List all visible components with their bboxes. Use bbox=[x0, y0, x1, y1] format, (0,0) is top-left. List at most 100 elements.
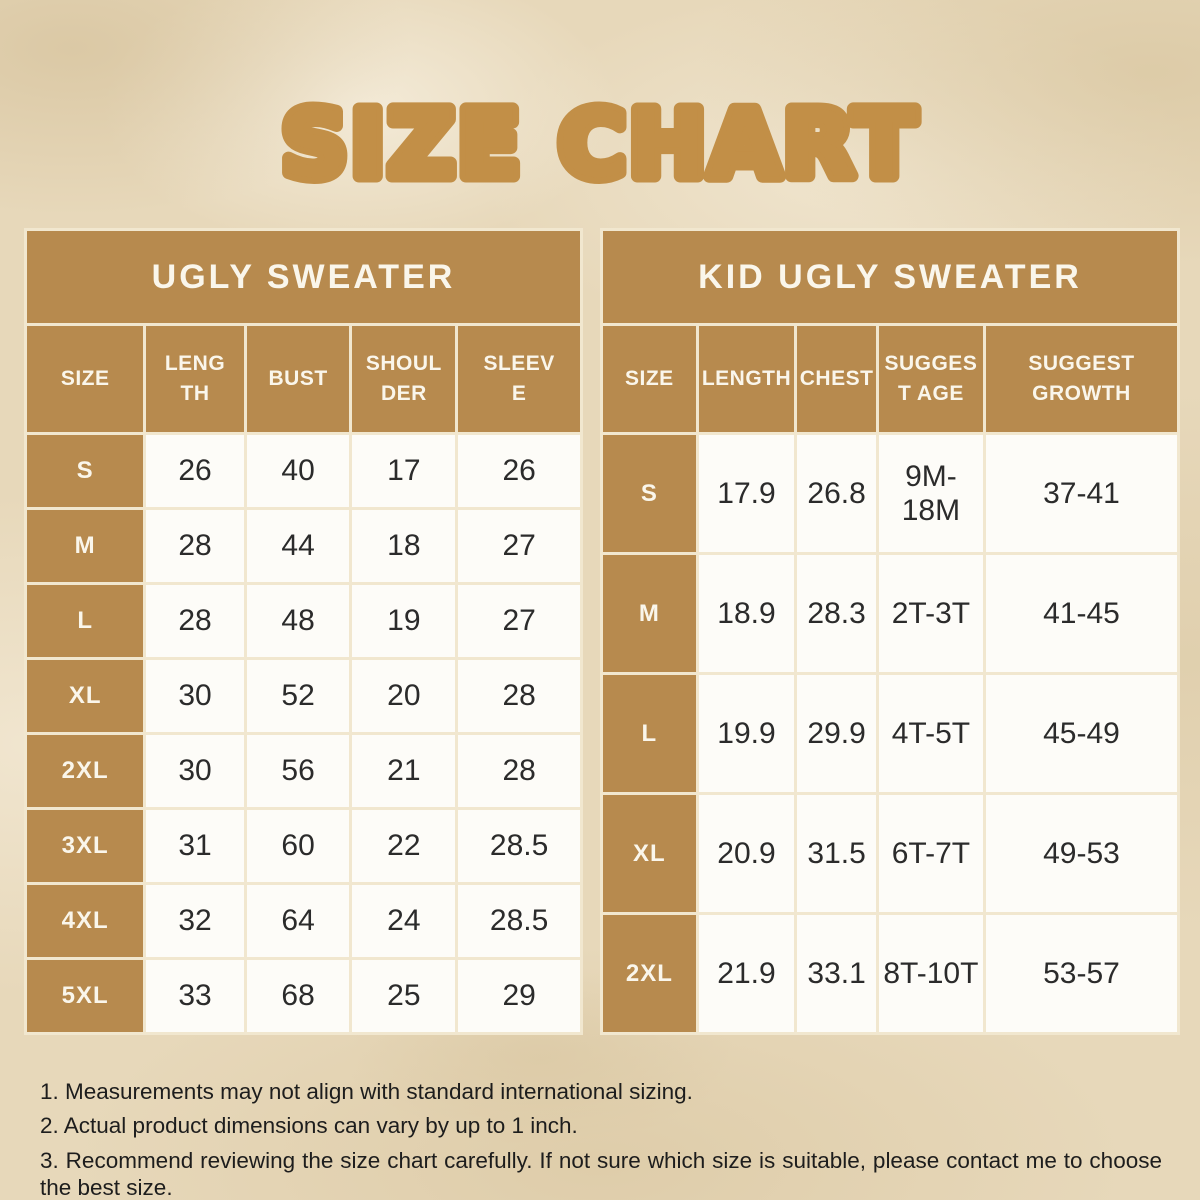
table-row: XL 30 52 20 28 bbox=[27, 660, 580, 732]
data-cell: 28 bbox=[458, 660, 580, 732]
row-label-xl: XL bbox=[27, 660, 144, 732]
data-cell: 17.9 bbox=[698, 435, 795, 552]
data-cell: 48 bbox=[246, 585, 350, 657]
column-header-chest: CHEST bbox=[797, 326, 876, 432]
data-cell: 21 bbox=[352, 735, 456, 807]
data-cell: 60 bbox=[246, 810, 350, 882]
data-cell: 4T-5T bbox=[878, 675, 983, 792]
data-cell: 29 bbox=[458, 960, 580, 1032]
data-cell: 31.5 bbox=[797, 795, 876, 912]
data-cell: 22 bbox=[352, 810, 456, 882]
data-cell: 19 bbox=[352, 585, 456, 657]
note-line-1: 1. Measurements may not align with stand… bbox=[40, 1079, 693, 1104]
data-cell: 31 bbox=[146, 810, 244, 882]
data-cell: 26 bbox=[458, 435, 580, 507]
page-title-wrap: SIZE CHART bbox=[0, 58, 1200, 223]
data-cell: 64 bbox=[246, 885, 350, 957]
data-cell: 18 bbox=[352, 510, 456, 582]
table-title: UGLY SWEATER bbox=[27, 231, 580, 323]
row-label-s: S bbox=[603, 435, 696, 552]
table-row: L 28 48 19 27 bbox=[27, 585, 580, 657]
data-cell: 8T-10T bbox=[878, 915, 983, 1032]
row-label-2xl: 2XL bbox=[603, 915, 696, 1032]
data-cell: 30 bbox=[146, 735, 244, 807]
column-header-suggest-age: SUGGES T AGE bbox=[878, 326, 983, 432]
page-title-art: SIZE CHART bbox=[275, 85, 922, 205]
table-row: 2XL 30 56 21 28 bbox=[27, 735, 580, 807]
data-cell: 6T-7T bbox=[878, 795, 983, 912]
data-cell: 33.1 bbox=[797, 915, 876, 1032]
data-cell: 21.9 bbox=[698, 915, 795, 1032]
data-cell: 28.5 bbox=[458, 810, 580, 882]
table-row: M 28 44 18 27 bbox=[27, 510, 580, 582]
table-row: XL 20.9 31.5 6T-7T 49-53 bbox=[603, 795, 1177, 912]
ugly-sweater-table: UGLY SWEATER SIZE LENG TH BUST SHOUL DER… bbox=[24, 228, 583, 1035]
kid-ugly-sweater-table: KID UGLY SWEATER SIZE LENGTH CHEST SUGGE… bbox=[600, 228, 1180, 1035]
table-title: KID UGLY SWEATER bbox=[603, 231, 1177, 323]
table-row: 4XL 32 64 24 28.5 bbox=[27, 885, 580, 957]
data-cell: 20.9 bbox=[698, 795, 795, 912]
table-row: L 19.9 29.9 4T-5T 45-49 bbox=[603, 675, 1177, 792]
data-cell: 52 bbox=[246, 660, 350, 732]
row-label-3xl: 3XL bbox=[27, 810, 144, 882]
data-cell: 19.9 bbox=[698, 675, 795, 792]
data-cell: 28 bbox=[146, 585, 244, 657]
row-label-m: M bbox=[27, 510, 144, 582]
data-cell: 27 bbox=[458, 585, 580, 657]
page-title: SIZE CHART bbox=[281, 91, 918, 198]
row-label-m: M bbox=[603, 555, 696, 672]
data-cell: 33 bbox=[146, 960, 244, 1032]
data-cell: 28.5 bbox=[458, 885, 580, 957]
table-row: S 17.9 26.8 9M-18M 37-41 bbox=[603, 435, 1177, 552]
data-cell: 56 bbox=[246, 735, 350, 807]
data-cell: 40 bbox=[246, 435, 350, 507]
column-header-length: LENGTH bbox=[698, 326, 795, 432]
data-cell: 37-41 bbox=[985, 435, 1177, 552]
data-cell: 45-49 bbox=[985, 675, 1177, 792]
column-header-sleeve: SLEEV E bbox=[458, 326, 580, 432]
data-cell: 28 bbox=[458, 735, 580, 807]
note-line-2: 2. Actual product dimensions can vary by… bbox=[40, 1113, 578, 1139]
data-cell: 49-53 bbox=[985, 795, 1177, 912]
data-cell: 18.9 bbox=[698, 555, 795, 672]
row-label-s: S bbox=[27, 435, 144, 507]
row-label-l: L bbox=[603, 675, 696, 792]
data-cell: 32 bbox=[146, 885, 244, 957]
column-header-size: SIZE bbox=[603, 326, 696, 432]
column-header-shoulder: SHOUL DER bbox=[352, 326, 456, 432]
data-cell: 25 bbox=[352, 960, 456, 1032]
row-label-2xl: 2XL bbox=[27, 735, 144, 807]
row-label-l: L bbox=[27, 585, 144, 657]
note-line-3: 3. Recommend reviewing the size chart ca… bbox=[40, 1147, 1162, 1200]
table-row: 5XL 33 68 25 29 bbox=[27, 960, 580, 1032]
data-cell: 28.3 bbox=[797, 555, 876, 672]
data-cell: 9M-18M bbox=[878, 435, 983, 552]
data-cell: 41-45 bbox=[985, 555, 1177, 672]
table-row: S 26 40 17 26 bbox=[27, 435, 580, 507]
data-cell: 2T-3T bbox=[878, 555, 983, 672]
table-row: 2XL 21.9 33.1 8T-10T 53-57 bbox=[603, 915, 1177, 1032]
table-row: M 18.9 28.3 2T-3T 41-45 bbox=[603, 555, 1177, 672]
column-header-bust: BUST bbox=[246, 326, 350, 432]
notes: 1. Measurements may not align with stand… bbox=[40, 1078, 1162, 1200]
table-row: 3XL 31 60 22 28.5 bbox=[27, 810, 580, 882]
data-cell: 29.9 bbox=[797, 675, 876, 792]
data-cell: 20 bbox=[352, 660, 456, 732]
data-cell: 44 bbox=[246, 510, 350, 582]
data-cell: 27 bbox=[458, 510, 580, 582]
column-header-length: LENG TH bbox=[146, 326, 244, 432]
row-label-5xl: 5XL bbox=[27, 960, 144, 1032]
data-cell: 17 bbox=[352, 435, 456, 507]
row-label-xl: XL bbox=[603, 795, 696, 912]
data-cell: 28 bbox=[146, 510, 244, 582]
data-cell: 26 bbox=[146, 435, 244, 507]
column-header-suggest-growth: SUGGEST GROWTH bbox=[985, 326, 1177, 432]
data-cell: 24 bbox=[352, 885, 456, 957]
data-cell: 30 bbox=[146, 660, 244, 732]
data-cell: 68 bbox=[246, 960, 350, 1032]
row-label-4xl: 4XL bbox=[27, 885, 144, 957]
data-cell: 53-57 bbox=[985, 915, 1177, 1032]
column-header-size: SIZE bbox=[27, 326, 144, 432]
data-cell: 26.8 bbox=[797, 435, 876, 552]
